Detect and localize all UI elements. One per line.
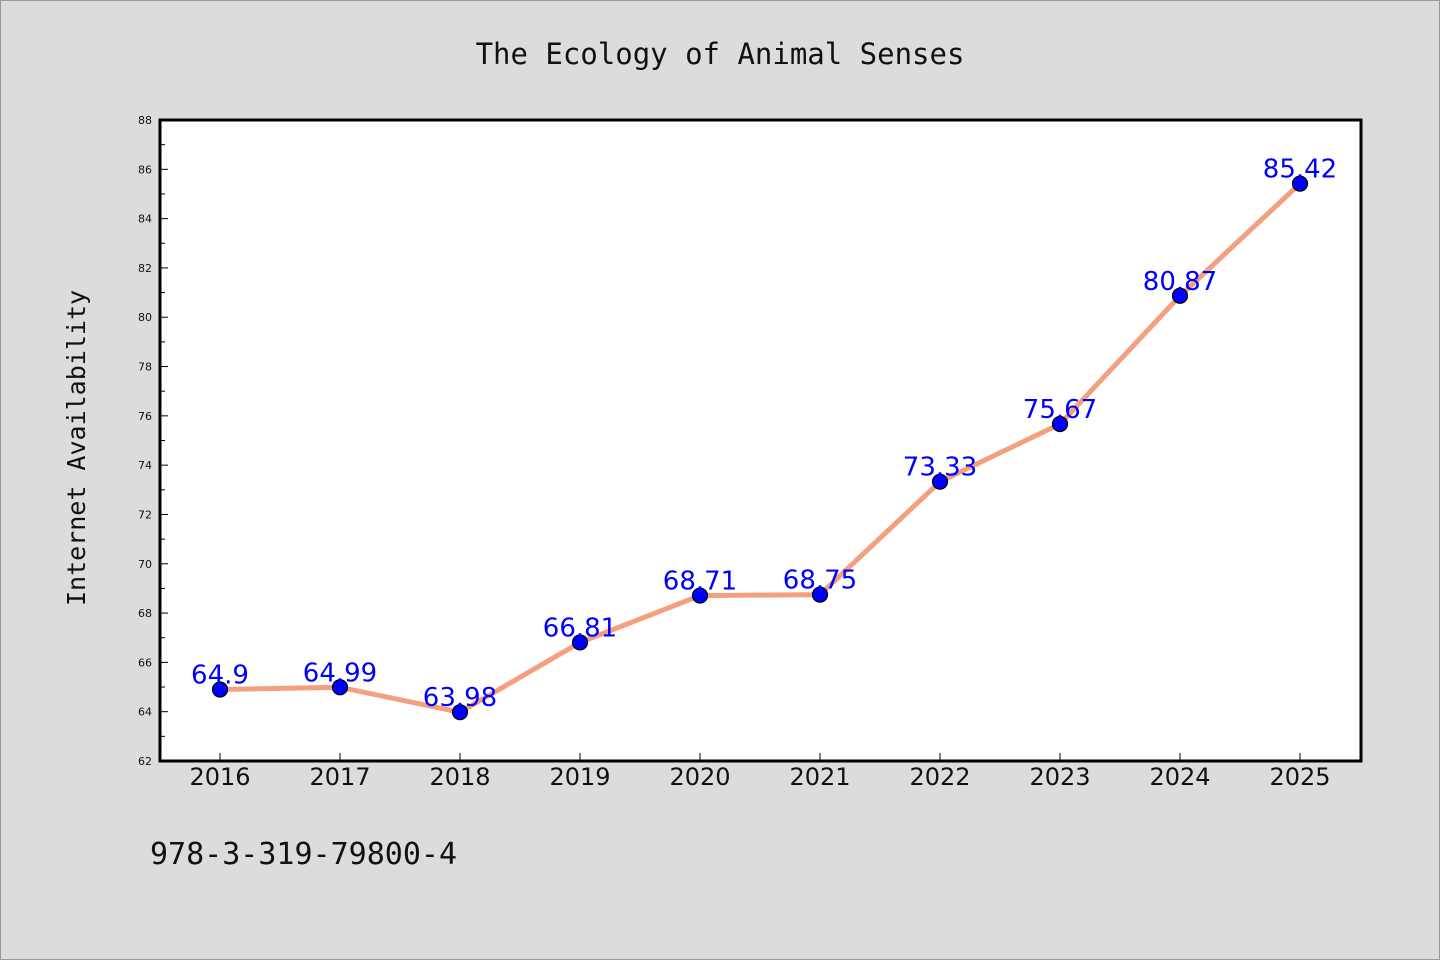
x-tick-label: 2018 bbox=[429, 763, 490, 791]
data-value-label: 68.71 bbox=[663, 567, 737, 597]
data-point-marker bbox=[1051, 415, 1069, 433]
y-tick-label: 86 bbox=[138, 163, 152, 176]
x-tick-label: 2019 bbox=[549, 763, 610, 791]
y-tick-label: 62 bbox=[138, 755, 152, 768]
y-tick-label: 78 bbox=[138, 361, 152, 374]
x-tick-label: 2017 bbox=[309, 763, 370, 791]
data-value-label: 64.9 bbox=[191, 661, 249, 691]
data-value-label: 68.75 bbox=[783, 566, 857, 596]
x-tick-label: 2020 bbox=[669, 763, 730, 791]
data-value-label: 80.87 bbox=[1143, 267, 1217, 297]
data-point-marker bbox=[1291, 175, 1309, 192]
marker-group bbox=[211, 175, 1309, 721]
chart-title: The Ecology of Animal Senses bbox=[476, 37, 965, 71]
data-point-marker bbox=[931, 473, 949, 490]
series-line-group bbox=[217, 181, 1303, 715]
y-tick-label: 76 bbox=[138, 410, 152, 423]
y-tick-label: 64 bbox=[138, 706, 152, 719]
x-tick-label: 2022 bbox=[909, 763, 970, 791]
y-tick-label: 68 bbox=[138, 607, 152, 620]
data-value-label: 64.99 bbox=[303, 658, 377, 688]
data-value-label: 66.81 bbox=[543, 613, 617, 643]
data-point-marker bbox=[691, 587, 709, 604]
data-value-label: 63.98 bbox=[423, 683, 497, 713]
y-tick-label: 80 bbox=[138, 311, 152, 324]
x-tick-label: 2025 bbox=[1269, 763, 1330, 791]
data-point-marker bbox=[571, 634, 589, 651]
data-point-marker bbox=[451, 704, 469, 721]
data-value-label: 85.42 bbox=[1263, 155, 1337, 185]
y-axis-label: Internet Availability bbox=[62, 290, 91, 606]
data-value-label: 75.67 bbox=[1023, 395, 1097, 425]
x-tick-label: 2024 bbox=[1149, 763, 1210, 791]
x-tick-label: 2021 bbox=[789, 763, 850, 791]
y-tick-label: 84 bbox=[138, 213, 152, 226]
data-point-marker bbox=[331, 679, 349, 696]
y-tick-label: 88 bbox=[138, 114, 152, 127]
data-point-marker bbox=[211, 681, 229, 698]
y-tick-label: 72 bbox=[138, 508, 152, 521]
y-tick-label: 66 bbox=[138, 656, 152, 669]
y-axis-ticks: 62 64 66 68 70 72 74 76 78 80 82 84 86 88 bbox=[138, 114, 168, 768]
y-tick-label: 70 bbox=[138, 558, 152, 571]
y-tick-label: 74 bbox=[138, 459, 152, 472]
x-tick-label: 2016 bbox=[189, 763, 250, 791]
plot-area bbox=[158, 118, 1363, 763]
x-tick-label: 2023 bbox=[1029, 763, 1090, 791]
data-label-group: 64.9 64.99 63.98 66.81 68.71 68.75 73.33 75.67 8… bbox=[191, 155, 1337, 714]
footer-code: 978-3-319-79800-4 bbox=[150, 837, 457, 872]
series-line bbox=[217, 181, 1303, 715]
data-value-label: 73.33 bbox=[903, 453, 977, 483]
data-point-marker bbox=[1171, 287, 1189, 304]
y-tick-label: 82 bbox=[138, 262, 152, 275]
x-axis-ticks: 2016 2017 2018 2019 2020 2021 2022 2023 2024 2025 bbox=[189, 753, 1331, 791]
data-point-marker bbox=[811, 586, 829, 603]
